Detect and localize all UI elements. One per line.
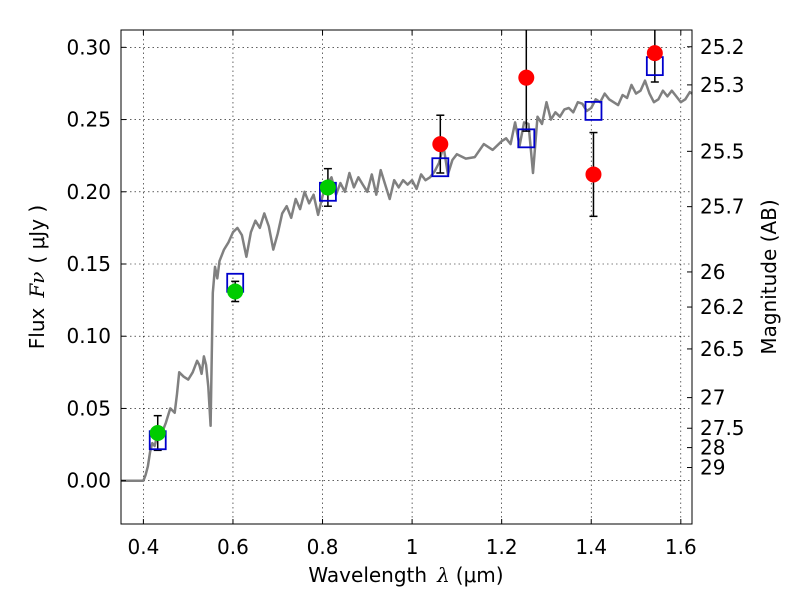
x-axis-label: Wavelength λ (μm) — [308, 563, 503, 587]
y-tick-label: 0.25 — [66, 108, 111, 132]
y2-tick-label: 25.2 — [700, 35, 745, 59]
y2-tick-label: 25.3 — [700, 73, 745, 97]
y2-tick-label: 29 — [700, 456, 725, 480]
y-tick-label: 0.15 — [66, 252, 111, 276]
data-point-marker — [319, 179, 336, 196]
y2-tick-label: 26 — [700, 260, 725, 284]
x-tick-label: 1.6 — [665, 535, 697, 559]
y2-tick-label: 28 — [700, 436, 725, 460]
data-point-marker — [432, 136, 449, 153]
y-axis-label: FluxFν( μJy ) — [25, 205, 49, 349]
y2-tick-label: 25.5 — [700, 139, 745, 163]
x-tick-label: 0.4 — [127, 535, 159, 559]
observed-photometry-points — [149, 45, 663, 441]
model-square-marker — [431, 157, 450, 178]
y2-tick-label: 26.5 — [700, 337, 745, 361]
x-tick-label: 0.8 — [307, 535, 339, 559]
y2-tick-label: 25.7 — [700, 195, 745, 219]
x-tick-label: 0.6 — [217, 535, 249, 559]
y-axis-ticks: 0.00 0.05 0.10 0.15 0.20 0.25 0.30 — [66, 35, 126, 493]
model-square-marker — [517, 128, 536, 149]
data-point-marker — [149, 425, 166, 441]
y2-tick-label: 27.5 — [700, 416, 745, 440]
model-square-marker — [584, 100, 603, 121]
data-point-marker — [585, 166, 602, 183]
y-tick-label: 0.30 — [66, 35, 111, 59]
y2-tick-label: 26.2 — [700, 295, 745, 319]
y2-axis-label: Magnitude (AB) — [757, 199, 781, 354]
data-point-marker — [646, 45, 663, 62]
data-point-marker — [518, 69, 535, 86]
x-axis-ticks: 0.4 0.6 0.8 1 1.2 1.4 1.6 — [127, 30, 697, 559]
x-tick-label: 1 — [406, 535, 419, 559]
x-tick-label: 1.4 — [575, 535, 607, 559]
y2-tick-label: 27 — [700, 386, 725, 410]
x-tick-label: 1.2 — [486, 535, 518, 559]
y-tick-label: 0.10 — [66, 324, 111, 348]
plot-frame — [120, 29, 693, 525]
y-tick-label: 0.05 — [66, 396, 111, 420]
grid — [121, 30, 692, 524]
y-tick-label: 0.20 — [66, 180, 111, 204]
data-point-marker — [227, 283, 244, 300]
y-tick-label: 0.00 — [66, 469, 111, 493]
